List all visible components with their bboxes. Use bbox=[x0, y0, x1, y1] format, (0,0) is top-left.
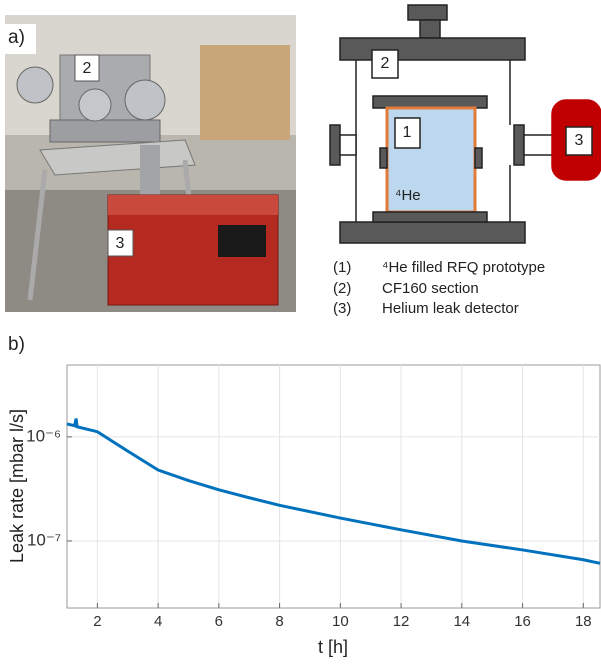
y-tick-label: 10⁻⁷ bbox=[27, 530, 61, 549]
x-axis-label: t [h] bbox=[318, 637, 348, 657]
panel-label: b) bbox=[8, 334, 25, 355]
legend-text: CF160 section bbox=[382, 280, 479, 297]
diagram bbox=[330, 5, 601, 243]
diagram-label: 1 bbox=[403, 124, 412, 141]
diagram-label: 3 bbox=[575, 132, 584, 149]
legend-text: Helium leak detector bbox=[382, 300, 519, 317]
x-tick-label: 18 bbox=[575, 613, 592, 630]
x-tick-label: 2 bbox=[93, 613, 101, 630]
x-tick-label: 14 bbox=[453, 613, 470, 630]
x-tick-label: 4 bbox=[154, 613, 162, 630]
photo-label: 2 bbox=[83, 60, 92, 77]
legend-number: (2) bbox=[333, 280, 351, 297]
x-tick-label: 12 bbox=[393, 613, 410, 630]
x-tick-label: 10 bbox=[332, 613, 349, 630]
photo-label: 3 bbox=[116, 235, 125, 252]
y-axis-label: Leak rate [mbar l/s] bbox=[7, 409, 27, 563]
plot-area bbox=[67, 365, 600, 608]
x-tick-label: 6 bbox=[215, 613, 223, 630]
legend-number: (3) bbox=[333, 300, 351, 317]
y-tick-label: 10⁻⁶ bbox=[26, 426, 61, 445]
panel-label: a) bbox=[8, 27, 25, 48]
x-tick-label: 8 bbox=[275, 613, 283, 630]
legend-number: (1) bbox=[333, 259, 351, 276]
diagram-label: 2 bbox=[381, 55, 390, 72]
figure: 2 3 a) 1 2 3 ⁴He (1) ⁴He filled RFQ prot… bbox=[0, 0, 601, 666]
diagram-he-label: ⁴He bbox=[395, 187, 421, 204]
photo: 2 3 bbox=[5, 15, 296, 312]
x-tick-label: 16 bbox=[514, 613, 531, 630]
legend-text: ⁴He filled RFQ prototype bbox=[382, 259, 545, 276]
